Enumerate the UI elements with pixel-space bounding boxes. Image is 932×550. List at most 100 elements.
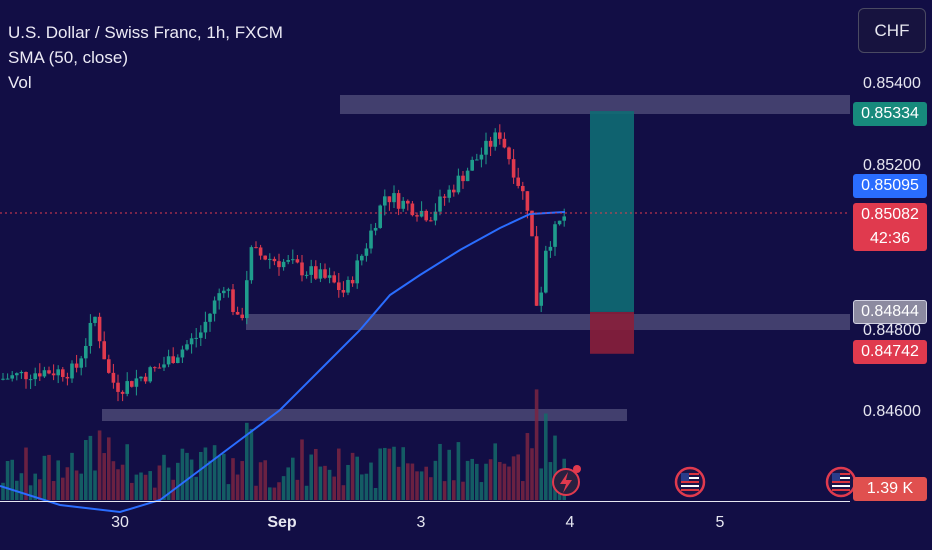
- chart-legend: U.S. Dollar / Swiss Franc, 1h, FXCM SMA …: [8, 20, 283, 95]
- candle-body: [530, 210, 534, 237]
- candle-body: [378, 205, 382, 228]
- candle-body: [143, 376, 148, 382]
- candle-body: [346, 279, 350, 293]
- volume-bar: [452, 480, 456, 500]
- volume-bar: [65, 467, 70, 500]
- candle-body: [116, 382, 120, 392]
- bar-countdown: 42:36: [853, 227, 927, 251]
- candle-body: [51, 373, 56, 376]
- volume-bar: [530, 448, 534, 500]
- volume-bar: [419, 471, 424, 500]
- volume-tag: 1.39 K: [853, 477, 927, 501]
- volume-bar: [479, 482, 484, 500]
- volume-bar: [153, 487, 157, 500]
- volume-bar: [369, 462, 373, 500]
- candle-body: [502, 138, 507, 148]
- volume-bar: [318, 466, 323, 500]
- candle-body: [88, 322, 93, 346]
- target-zone: [590, 111, 634, 312]
- symbol-title[interactable]: U.S. Dollar / Swiss Franc, 1h, FXCM: [8, 23, 283, 42]
- target-price-tag: 0.85334: [853, 102, 927, 126]
- volume-bar: [28, 485, 33, 500]
- candle-body: [10, 375, 14, 379]
- volume-bar: [433, 460, 438, 500]
- volume-bar: [116, 469, 120, 500]
- candle-body: [226, 289, 231, 291]
- candle-body: [327, 275, 332, 278]
- candle-body: [304, 274, 309, 276]
- lightning-glyph: [560, 472, 572, 493]
- volume-bar: [10, 459, 14, 500]
- candle-body: [47, 370, 51, 374]
- candle-body: [281, 261, 286, 268]
- volume-bar: [249, 428, 254, 500]
- volume-bar: [291, 457, 295, 500]
- time-axis-label: 30: [111, 514, 129, 531]
- candle-body: [148, 367, 152, 382]
- volume-bar: [323, 465, 327, 500]
- candle-body: [176, 357, 180, 364]
- candle-body: [337, 282, 341, 291]
- volume-bar: [410, 463, 415, 500]
- candle-body: [355, 260, 359, 284]
- volume-bar: [544, 413, 548, 500]
- candle-body: [125, 381, 129, 394]
- entry-price-tag: 0.84844: [853, 300, 927, 324]
- candle-body: [461, 175, 465, 182]
- support-zone-lower: [102, 409, 627, 421]
- sma-legend[interactable]: SMA (50, close): [8, 48, 128, 67]
- candle-body: [516, 177, 520, 186]
- volume-bar: [272, 487, 277, 500]
- volume-bar: [84, 440, 88, 500]
- flag-canton: [681, 473, 689, 481]
- candle-body: [456, 175, 461, 193]
- volume-bar: [387, 448, 392, 500]
- support-zone: [246, 314, 850, 330]
- currency-button[interactable]: CHF: [858, 8, 926, 53]
- candle-body: [199, 332, 203, 338]
- candle-body: [235, 311, 240, 315]
- candle-body: [442, 196, 447, 198]
- candle-body: [222, 290, 226, 294]
- candle-body: [157, 367, 162, 369]
- volume-bar: [176, 462, 180, 500]
- volume-bar: [424, 466, 428, 500]
- candle-body: [539, 292, 543, 306]
- volume-bar: [465, 460, 470, 500]
- volume-bar: [56, 460, 60, 500]
- candle-body: [240, 314, 244, 319]
- volume-bar: [521, 481, 525, 500]
- us-flag-event-icon: [825, 466, 857, 498]
- candle-body: [139, 376, 143, 379]
- candle-body: [162, 364, 166, 368]
- candle-body: [314, 266, 318, 279]
- volume-bar: [300, 439, 304, 500]
- flag-stripe: [832, 473, 850, 475]
- volume-bar: [456, 442, 461, 500]
- candle-body: [93, 316, 97, 323]
- candle-body: [194, 337, 198, 339]
- candle-body: [203, 321, 208, 333]
- last-price-tag: 0.85082: [853, 203, 927, 227]
- candle-body: [33, 373, 37, 380]
- volume-legend[interactable]: Vol: [8, 73, 32, 92]
- price-axis-label: 0.84600: [863, 403, 921, 420]
- candle-body: [419, 210, 424, 217]
- candle-body: [309, 266, 313, 275]
- volume-bar: [484, 463, 488, 500]
- candle-body: [15, 373, 19, 376]
- candle-body: [548, 246, 553, 251]
- volume-bar: [258, 462, 263, 500]
- volume-bar: [281, 476, 286, 500]
- volume-bar: [139, 472, 143, 500]
- flag-stripe: [832, 481, 850, 483]
- volume-bar: [493, 443, 497, 500]
- volume-bar: [355, 456, 359, 500]
- candle-body: [350, 279, 355, 284]
- candle-body: [217, 293, 221, 301]
- volume-bar: [93, 470, 97, 500]
- volume-bar: [79, 473, 83, 500]
- candle-body: [212, 300, 217, 314]
- volume-bar: [304, 485, 309, 500]
